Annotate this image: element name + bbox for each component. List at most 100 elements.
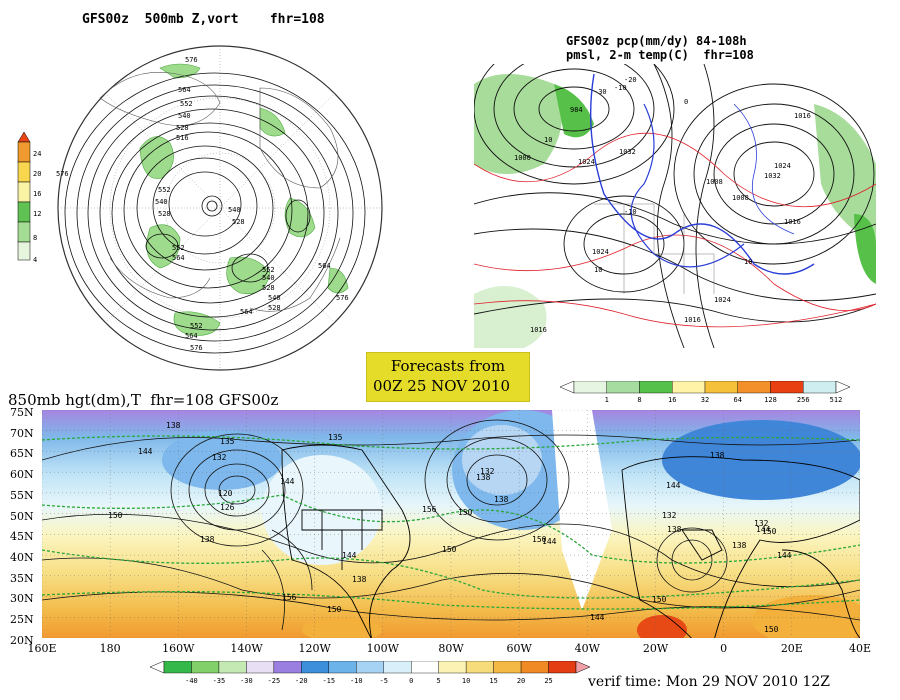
temperature-colorbar-tick: 0: [409, 677, 414, 685]
pcp-mslp-map: 984 1000 1024 1032 1008 1024 1016 1024 1032 1008 1…: [474, 64, 876, 348]
precip-colorbar-bin: [704, 381, 738, 394]
vort-tick-20: 20: [33, 170, 42, 178]
height-label: 132: [754, 519, 769, 528]
height-label: 138: [166, 421, 181, 430]
contour-label: 552: [180, 100, 193, 108]
contour-label: 516: [176, 134, 189, 142]
temperature-colorbar-bin: [493, 661, 522, 674]
height-label: 150: [532, 535, 547, 544]
temperature-colorbar-tick: -20: [295, 677, 308, 685]
temperature-colorbar-tick: -10: [349, 677, 363, 685]
height-label: 138: [476, 473, 491, 482]
temperature-colorbar-bin: [246, 661, 275, 674]
height-label: 144: [542, 537, 557, 546]
vorticity-colorbar: [17, 132, 31, 261]
contour-label: 552: [172, 244, 185, 252]
isobar-label: 1016: [530, 326, 547, 334]
isobar-label: -20: [624, 76, 637, 84]
height-label: 150: [108, 511, 123, 520]
latitude-label: 70N: [10, 426, 34, 440]
height-label: 138: [200, 535, 215, 544]
precip-colorbar-bin: [737, 381, 771, 394]
longitude-label: 40W: [574, 642, 600, 655]
longitude-label: 40E: [848, 642, 872, 655]
height-label: 120: [218, 489, 233, 498]
isobar-label: 1024: [592, 248, 609, 256]
forecast-line1: Forecasts from: [390, 357, 506, 375]
height-label: 150: [762, 527, 777, 536]
longitude-label: 140W: [230, 642, 263, 655]
height-label: 126: [220, 503, 235, 512]
height-label: 150: [764, 625, 779, 634]
precip-colorbar-tick: 256: [796, 396, 810, 404]
isobar-label: 10: [594, 266, 602, 274]
height-label: 150: [442, 545, 457, 554]
isobar-label: 1016: [794, 112, 811, 120]
temperature-colorbar-bin: [520, 661, 549, 674]
contour-label: 564: [185, 332, 198, 340]
latitude-label: 60N: [10, 468, 34, 482]
height-label: 144: [342, 551, 357, 560]
verif-time: verif time: Mon 29 NOV 2010 12Z: [588, 674, 830, 690]
longitude-label: 60W: [506, 642, 532, 655]
precip-colorbar-tick: 8: [637, 396, 642, 404]
temperature-colorbar-tick: -35: [212, 677, 226, 685]
isobar-label: -10: [624, 208, 637, 216]
height-label: 135: [220, 437, 235, 446]
longitude-label: 160E: [27, 642, 57, 655]
bottom-map-title: 850mb hgt(dm),T fhr=108 GFS00z: [8, 391, 279, 409]
contour-label: 564: [240, 308, 253, 316]
latitude-label: 75N: [10, 406, 34, 419]
temperature-colorbar: [150, 661, 590, 674]
isobar-label: 1024: [714, 296, 731, 304]
precip-colorbar-tick: 16: [668, 396, 677, 404]
vort-tick-24: 24: [33, 150, 42, 158]
isobar-label: 10: [744, 258, 752, 266]
latitude-label: 65N: [10, 447, 34, 461]
latitude-label: 55N: [10, 488, 34, 502]
height-label: 150: [458, 508, 473, 517]
height-label: 132: [212, 453, 227, 462]
contour-label: 564: [178, 86, 191, 94]
precip-colorbar-bin: [573, 381, 607, 394]
contour-label: 576: [190, 344, 203, 352]
longitude-label: 100W: [366, 642, 399, 655]
contour-label: 540: [155, 198, 168, 206]
contour-label: 540: [262, 274, 275, 282]
contour-label: 528: [232, 218, 245, 226]
isobar-label: -10: [614, 84, 627, 92]
temperature-colorbar-bin: [273, 661, 302, 674]
precip-colorbar-tick: 128: [764, 396, 777, 404]
precip-colorbar-bin: [672, 381, 706, 394]
height-label: 156: [282, 593, 297, 602]
contour-label: 576: [185, 56, 198, 64]
latitude-label: 40N: [10, 550, 34, 564]
isobar-label: 1024: [774, 162, 791, 170]
contour-label: 528: [176, 124, 189, 132]
temperature-colorbar-bin: [411, 661, 439, 674]
height-label: 132: [662, 511, 677, 520]
temperature-colorbar-bin: [191, 661, 220, 674]
temperature-colorbar-bin: [548, 661, 577, 674]
height-label: 138: [710, 451, 725, 460]
isobar-label: 1000: [514, 154, 531, 162]
contour-label: 540: [228, 206, 241, 214]
height-label: 135: [328, 433, 343, 442]
contour-label: 564: [318, 262, 331, 270]
precip-colorbar-bin: [606, 381, 640, 394]
longitude-label: 20E: [780, 642, 803, 655]
isobar-label: 0: [684, 98, 688, 106]
longitude-label: 120W: [298, 642, 331, 655]
latitude-label: 30N: [10, 592, 34, 606]
isobar-label: -30: [594, 88, 607, 96]
height-label: 144: [666, 481, 681, 490]
temperature-colorbar-tick: 5: [436, 677, 441, 685]
isobar-label: 1032: [619, 148, 636, 156]
temperature-colorbar-bin: [356, 661, 384, 674]
temperature-colorbar-bin: [328, 661, 357, 674]
isobar-label: 1008: [706, 178, 723, 186]
isobar-label: 1032: [764, 172, 781, 180]
temperature-colorbar-tick: 20: [516, 677, 526, 685]
